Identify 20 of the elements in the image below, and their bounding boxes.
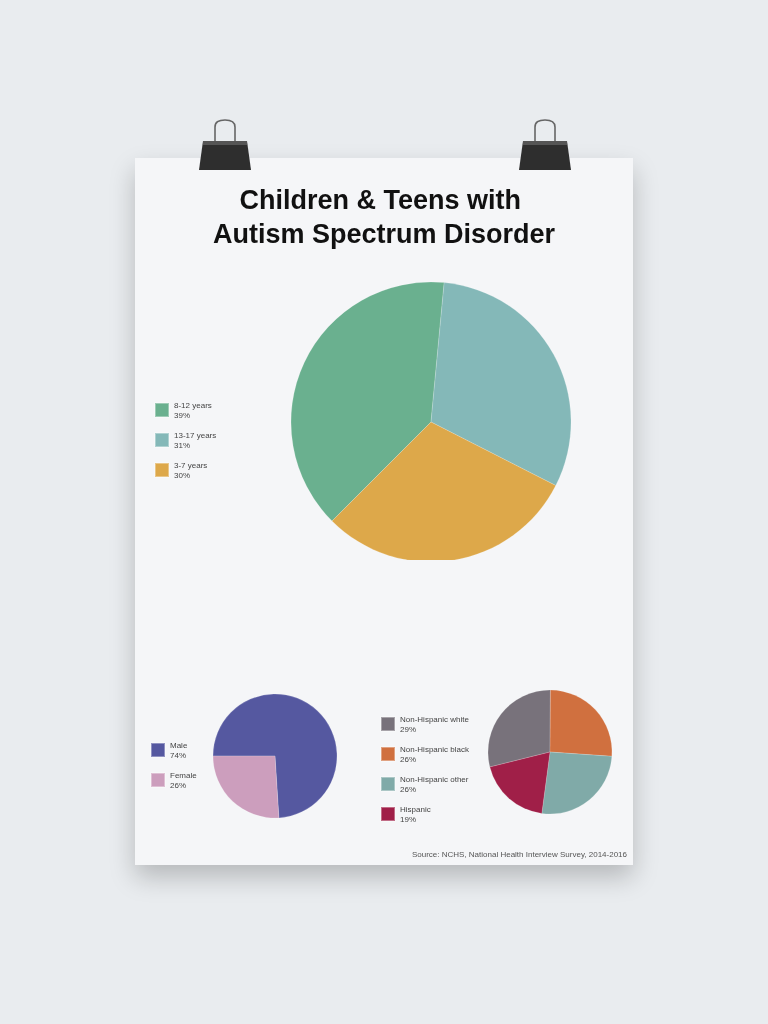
- source-note: Source: NCHS, National Health Interview Survey, 2014-2016: [411, 849, 628, 859]
- chart-title: Children & Teens with Autism Spectrum Disorder: [212, 185, 556, 249]
- data-label: 31%: [174, 440, 191, 450]
- data-label: 26%: [400, 754, 417, 764]
- data-label: 19%: [400, 814, 417, 824]
- legend-label: Non-Hispanic white: [400, 714, 470, 724]
- data-label: 26%: [170, 780, 187, 790]
- data-label: 74%: [170, 750, 187, 760]
- legend-label: 8-12 years: [174, 400, 212, 410]
- legend-label: Non-Hispanic black: [400, 744, 470, 754]
- data-label: 29%: [400, 724, 417, 734]
- data-label: 39%: [174, 410, 191, 420]
- legend-label: 13-17 years: [174, 430, 217, 440]
- legend-label: Male: [170, 740, 188, 750]
- data-label: 30%: [174, 470, 191, 480]
- legend-label: Female: [170, 770, 198, 780]
- legend-label: Hispanic: [400, 804, 431, 814]
- legend-label: 3-7 years: [174, 460, 208, 470]
- data-label: 26%: [400, 784, 417, 794]
- legend-label: Non-Hispanic other: [400, 774, 469, 784]
